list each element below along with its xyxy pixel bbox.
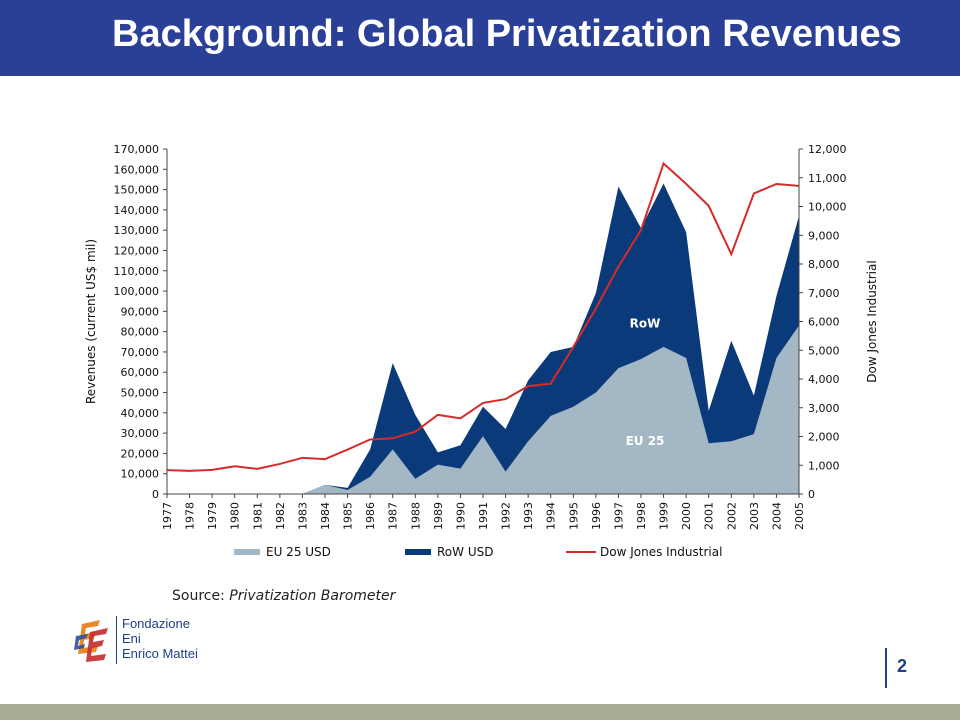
source-value: Privatization Barometer: [229, 588, 396, 604]
right-tick-label: 6,000: [808, 316, 840, 329]
x-tick-label: 1982: [274, 502, 287, 530]
legend-swatch: [405, 549, 431, 555]
x-tick-label: 1995: [567, 502, 580, 530]
right-tick-label: 7,000: [808, 287, 840, 300]
left-tick-label: 10,000: [121, 468, 160, 481]
x-tick-label: 1978: [184, 502, 197, 530]
x-tick-label: 1986: [364, 502, 377, 530]
legend-swatch: [234, 549, 260, 555]
right-tick-label: 0: [808, 488, 815, 501]
left-tick-label: 140,000: [114, 204, 160, 217]
x-tick-label: 2003: [748, 502, 761, 530]
left-tick-label: 170,000: [114, 143, 160, 156]
x-tick-label: 2004: [770, 502, 783, 530]
left-tick-label: 20,000: [121, 447, 160, 460]
left-tick-label: 50,000: [121, 387, 160, 400]
left-tick-label: 80,000: [121, 326, 160, 339]
x-tick-label: 1988: [409, 502, 422, 530]
logo-text: Fondazione Eni Enrico Mattei: [122, 616, 198, 661]
feem-logo-mark: [74, 620, 108, 662]
x-tick-label: 1989: [432, 502, 445, 530]
legend-label: RoW USD: [437, 545, 493, 559]
left-tick-label: 100,000: [114, 285, 160, 298]
x-tick-label: 1977: [161, 502, 174, 530]
left-tick-label: 90,000: [121, 305, 160, 318]
right-tick-label: 11,000: [808, 172, 847, 185]
page-number: 2: [897, 656, 908, 676]
right-tick-label: 3,000: [808, 402, 840, 415]
left-tick-label: 150,000: [114, 184, 160, 197]
right-tick-label: 12,000: [808, 143, 847, 156]
left-tick-label: 110,000: [114, 265, 160, 278]
x-tick-label: 1990: [454, 502, 467, 530]
source-label: Source:: [172, 588, 225, 604]
legend-label: Dow Jones Industrial: [600, 545, 722, 559]
x-tick-label: 1993: [522, 502, 535, 530]
left-tick-label: 30,000: [121, 427, 160, 440]
y-axis-title-left: Revenues (current US$ mil): [84, 239, 98, 404]
logo-line-3: Enrico Mattei: [122, 646, 198, 661]
legend-label: EU 25 USD: [266, 545, 331, 559]
left-tick-label: 130,000: [114, 224, 160, 237]
left-tick-label: 0: [152, 488, 159, 501]
x-tick-label: 2001: [703, 502, 716, 530]
area-annotation: RoW: [630, 317, 661, 331]
right-tick-label: 8,000: [808, 258, 840, 271]
dow-jones-line: [166, 161, 800, 472]
x-tick-label: 1983: [296, 502, 309, 530]
feem-logo: Fondazione Eni Enrico Mattei: [70, 614, 270, 674]
x-tick-label: 1981: [251, 502, 264, 530]
y-axis-title-right: Dow Jones Industrial: [865, 260, 879, 382]
right-tick-label: 10,000: [808, 201, 847, 214]
title-bar: Background: Global Privatization Revenue…: [0, 0, 960, 76]
x-tick-label: 1997: [612, 502, 625, 530]
eu25-usd-area: [167, 325, 799, 494]
left-tick-label: 60,000: [121, 366, 160, 379]
left-tick-label: 160,000: [114, 163, 160, 176]
slide-title: Background: Global Privatization Revenue…: [112, 13, 902, 55]
x-tick-label: 1979: [206, 502, 219, 530]
logo-divider: [116, 616, 117, 664]
bottom-bar: [0, 704, 960, 720]
x-tick-label: 1980: [229, 502, 242, 530]
x-tick-label: 1999: [658, 502, 671, 530]
x-tick-label: 1987: [387, 502, 400, 530]
x-tick-label: 1994: [545, 502, 558, 530]
source-note: Source: Privatization Barometer: [172, 588, 395, 604]
right-tick-label: 2,000: [808, 431, 840, 444]
x-tick-label: 2000: [680, 502, 693, 530]
right-tick-label: 5,000: [808, 344, 840, 357]
left-tick-label: 120,000: [114, 244, 160, 257]
page-number-divider: [885, 648, 887, 688]
x-tick-label: 1998: [635, 502, 648, 530]
x-tick-label: 2002: [725, 502, 738, 530]
logo-line-2: Eni: [122, 631, 141, 646]
x-tick-label: 1985: [342, 502, 355, 530]
x-tick-label: 1996: [590, 502, 603, 530]
area-annotation: EU 25: [626, 434, 665, 448]
x-tick-label: 1984: [319, 502, 332, 530]
logo-line-1: Fondazione: [122, 616, 190, 631]
left-tick-label: 70,000: [121, 346, 160, 359]
left-tick-label: 40,000: [121, 407, 160, 420]
x-tick-label: 1992: [500, 502, 513, 530]
right-tick-label: 9,000: [808, 229, 840, 242]
x-tick-label: 2005: [793, 502, 806, 530]
right-tick-label: 4,000: [808, 373, 840, 386]
right-tick-label: 1,000: [808, 459, 840, 472]
x-tick-label: 1991: [477, 502, 490, 530]
